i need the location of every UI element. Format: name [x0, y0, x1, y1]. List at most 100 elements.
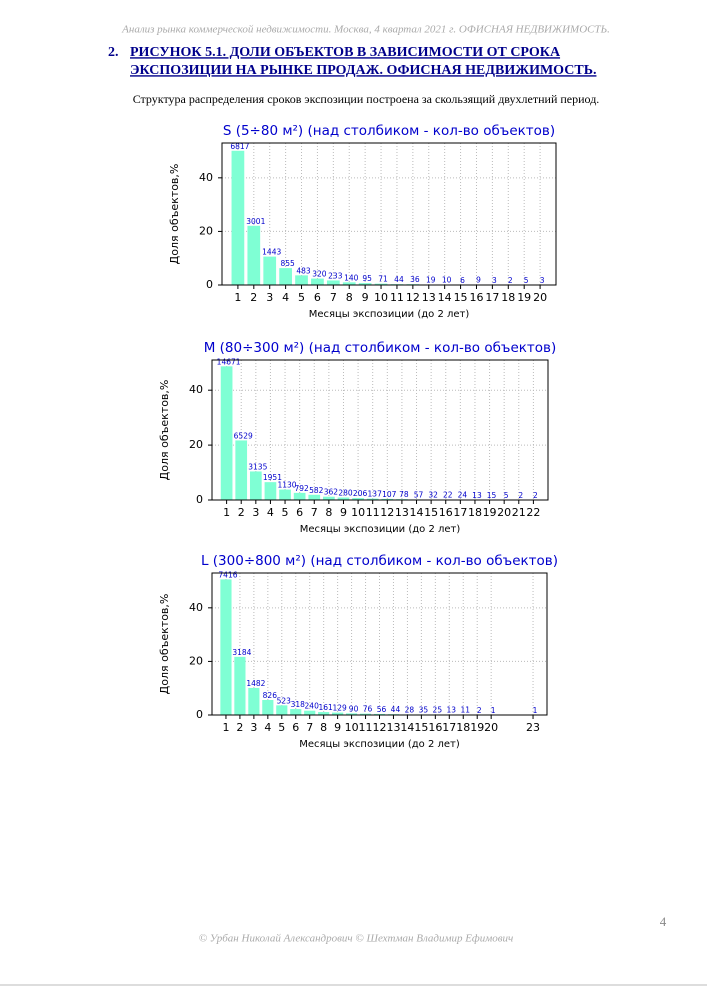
bar	[220, 366, 233, 500]
x-tick-label: 4	[282, 291, 289, 304]
bar-count-label: 25	[433, 705, 443, 714]
bar	[326, 280, 340, 285]
x-tick-label: 21	[512, 506, 526, 519]
chart-title: M (80÷300 м²) (над столбиком - кол-во об…	[204, 340, 557, 356]
bar	[332, 712, 344, 715]
bar	[279, 268, 292, 285]
bar-count-label: 3	[540, 276, 545, 285]
bar-count-label: 78	[399, 490, 409, 499]
bar-count-label: 320	[312, 270, 327, 279]
x-tick-label: 10	[345, 721, 359, 734]
y-tick-label: 0	[206, 278, 213, 291]
y-axis-label: Доля объектов,%	[168, 164, 181, 265]
bar-count-label: 855	[280, 259, 295, 268]
bar-count-label: 9	[476, 276, 481, 285]
x-tick-label: 10	[374, 291, 388, 304]
x-tick-label: 7	[306, 721, 313, 734]
bar-count-label: 35	[419, 705, 429, 714]
bar	[247, 225, 261, 285]
x-tick-label: 14	[400, 721, 414, 734]
heading-line: ЭКСПОЗИЦИИ НА РЫНКЕ ПРОДАЖ. ОФИСНАЯ НЕДВ…	[130, 63, 596, 78]
y-tick-label: 40	[189, 601, 203, 614]
x-tick-label: 10	[351, 506, 365, 519]
bar-count-label: 2	[508, 276, 513, 285]
x-tick-label: 12	[380, 506, 394, 519]
x-tick-label: 8	[320, 721, 327, 734]
x-tick-label: 15	[414, 721, 428, 734]
x-tick-label: 13	[395, 506, 409, 519]
bar	[381, 498, 394, 500]
bar-count-label: 6	[460, 276, 465, 285]
bar-count-label: 5	[504, 491, 509, 500]
bar-count-label: 44	[394, 275, 404, 284]
bar	[249, 471, 262, 500]
bar	[295, 275, 308, 285]
x-tick-label: 3	[250, 721, 257, 734]
x-tick-label: 19	[517, 291, 531, 304]
x-tick-label: 16	[428, 721, 442, 734]
y-axis-label: Доля объектов,%	[158, 594, 171, 695]
x-tick-label: 17	[442, 721, 456, 734]
x-tick-label: 5	[278, 721, 285, 734]
x-tick-label: 16	[439, 506, 453, 519]
x-tick-label: 2	[250, 291, 257, 304]
bar-count-label: 13	[447, 706, 457, 715]
x-tick-label: 15	[454, 291, 468, 304]
bar-count-label: 15	[487, 491, 497, 500]
x-tick-label: 13	[386, 721, 400, 734]
bar-count-label: 2	[518, 491, 523, 500]
y-tick-label: 0	[196, 708, 203, 721]
bar-count-label: 3	[492, 276, 497, 285]
bar	[248, 687, 260, 715]
bar-count-label: 1	[491, 706, 496, 715]
x-tick-label: 22	[526, 506, 540, 519]
x-tick-label: 4	[267, 506, 274, 519]
plot-frame	[211, 359, 549, 501]
bar-count-label: 32	[428, 491, 438, 500]
x-tick-label: 17	[453, 506, 467, 519]
x-tick-label: 9	[340, 506, 347, 519]
bar-count-label: 44	[391, 705, 401, 714]
x-tick-label: 8	[346, 291, 353, 304]
x-tick-label: 14	[410, 506, 424, 519]
bar-count-label: 483	[296, 266, 311, 275]
x-axis-label: Месяцы экспозиции (до 2 лет)	[309, 309, 470, 320]
x-tick-label: 14	[438, 291, 452, 304]
bar	[304, 710, 316, 715]
x-tick-label: 3	[252, 506, 259, 519]
x-tick-label: 18	[501, 291, 515, 304]
x-tick-label: 12	[406, 291, 420, 304]
bar	[352, 498, 364, 500]
chart-title: L (300÷800 м²) (над столбиком - кол-во о…	[201, 553, 558, 569]
x-tick-label: 1	[234, 291, 241, 304]
bar-count-label: 280	[338, 489, 353, 498]
header: Анализ рынка коммерческой недвижимости. …	[121, 24, 610, 36]
bar-count-label: 1443	[262, 248, 281, 257]
bar	[279, 489, 291, 500]
bar	[293, 492, 306, 500]
x-tick-label: 13	[422, 291, 436, 304]
subtitle: Структура распределения сроков экспозици…	[133, 92, 600, 106]
bar	[358, 283, 372, 285]
bar	[220, 579, 232, 715]
bar-count-label: 6817	[230, 142, 249, 151]
x-tick-label: 6	[292, 721, 299, 734]
bar-count-label: 129	[332, 704, 347, 713]
bar-count-label: 3184	[232, 648, 251, 657]
x-tick-label: 1	[223, 506, 230, 519]
bar-count-label: 1130	[277, 481, 296, 490]
bar-count-label: 362	[324, 488, 339, 497]
x-tick-label: 19	[470, 721, 484, 734]
x-tick-label: 4	[264, 721, 271, 734]
bar-count-label: 14671	[217, 357, 241, 366]
x-tick-label: 11	[390, 291, 404, 304]
x-tick-label: 11	[359, 721, 373, 734]
x-tick-label: 18	[456, 721, 470, 734]
bar-count-label: 57	[414, 490, 424, 499]
x-tick-label: 7	[330, 291, 337, 304]
bar	[264, 482, 277, 500]
x-tick-label: 19	[483, 506, 497, 519]
bar-count-label: 28	[405, 705, 415, 714]
bar-count-label: 1482	[246, 679, 265, 688]
